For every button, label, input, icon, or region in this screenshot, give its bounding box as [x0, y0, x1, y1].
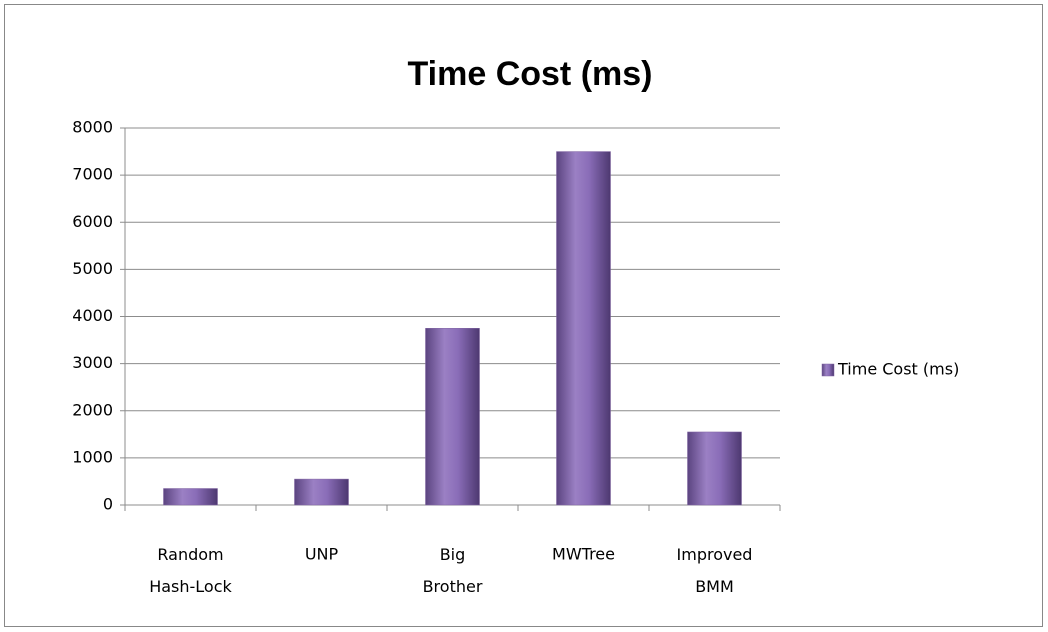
y-tick-label: 8000 — [72, 118, 113, 137]
x-tick-label: Improved BMM — [677, 545, 753, 596]
x-tick-label: Big Brother — [423, 545, 483, 596]
y-tick-label: 3000 — [72, 353, 113, 372]
legend-swatch — [821, 363, 835, 377]
x-tick-label-line: Brother — [423, 577, 483, 596]
y-tick-label: 0 — [103, 495, 113, 514]
bar — [687, 431, 742, 506]
y-tick-label: 1000 — [72, 447, 113, 466]
x-tick-label: MWTree — [552, 545, 615, 564]
y-tick-label: 5000 — [72, 259, 113, 278]
x-tick-label-line: Random — [157, 545, 223, 564]
chart-frame — [4, 4, 1043, 627]
legend-label: Time Cost (ms) — [837, 360, 959, 379]
x-tick-label-line: BMM — [695, 577, 734, 596]
bar — [425, 328, 480, 506]
bar — [556, 151, 611, 506]
chart-title: Time Cost (ms) — [408, 55, 653, 93]
y-tick-label: 7000 — [72, 165, 113, 184]
x-tick-label-line: Improved — [677, 545, 753, 564]
x-tick-label-line: Hash-Lock — [149, 577, 232, 596]
x-tick-label: UNP — [305, 545, 339, 564]
y-tick-label: 6000 — [72, 212, 113, 231]
x-tick-label: Random Hash-Lock — [149, 545, 232, 596]
bar — [163, 488, 218, 506]
y-tick-label: 2000 — [72, 400, 113, 419]
x-tick-label-line: Big — [440, 545, 466, 564]
bar — [294, 478, 349, 506]
y-tick-label: 4000 — [72, 306, 113, 325]
